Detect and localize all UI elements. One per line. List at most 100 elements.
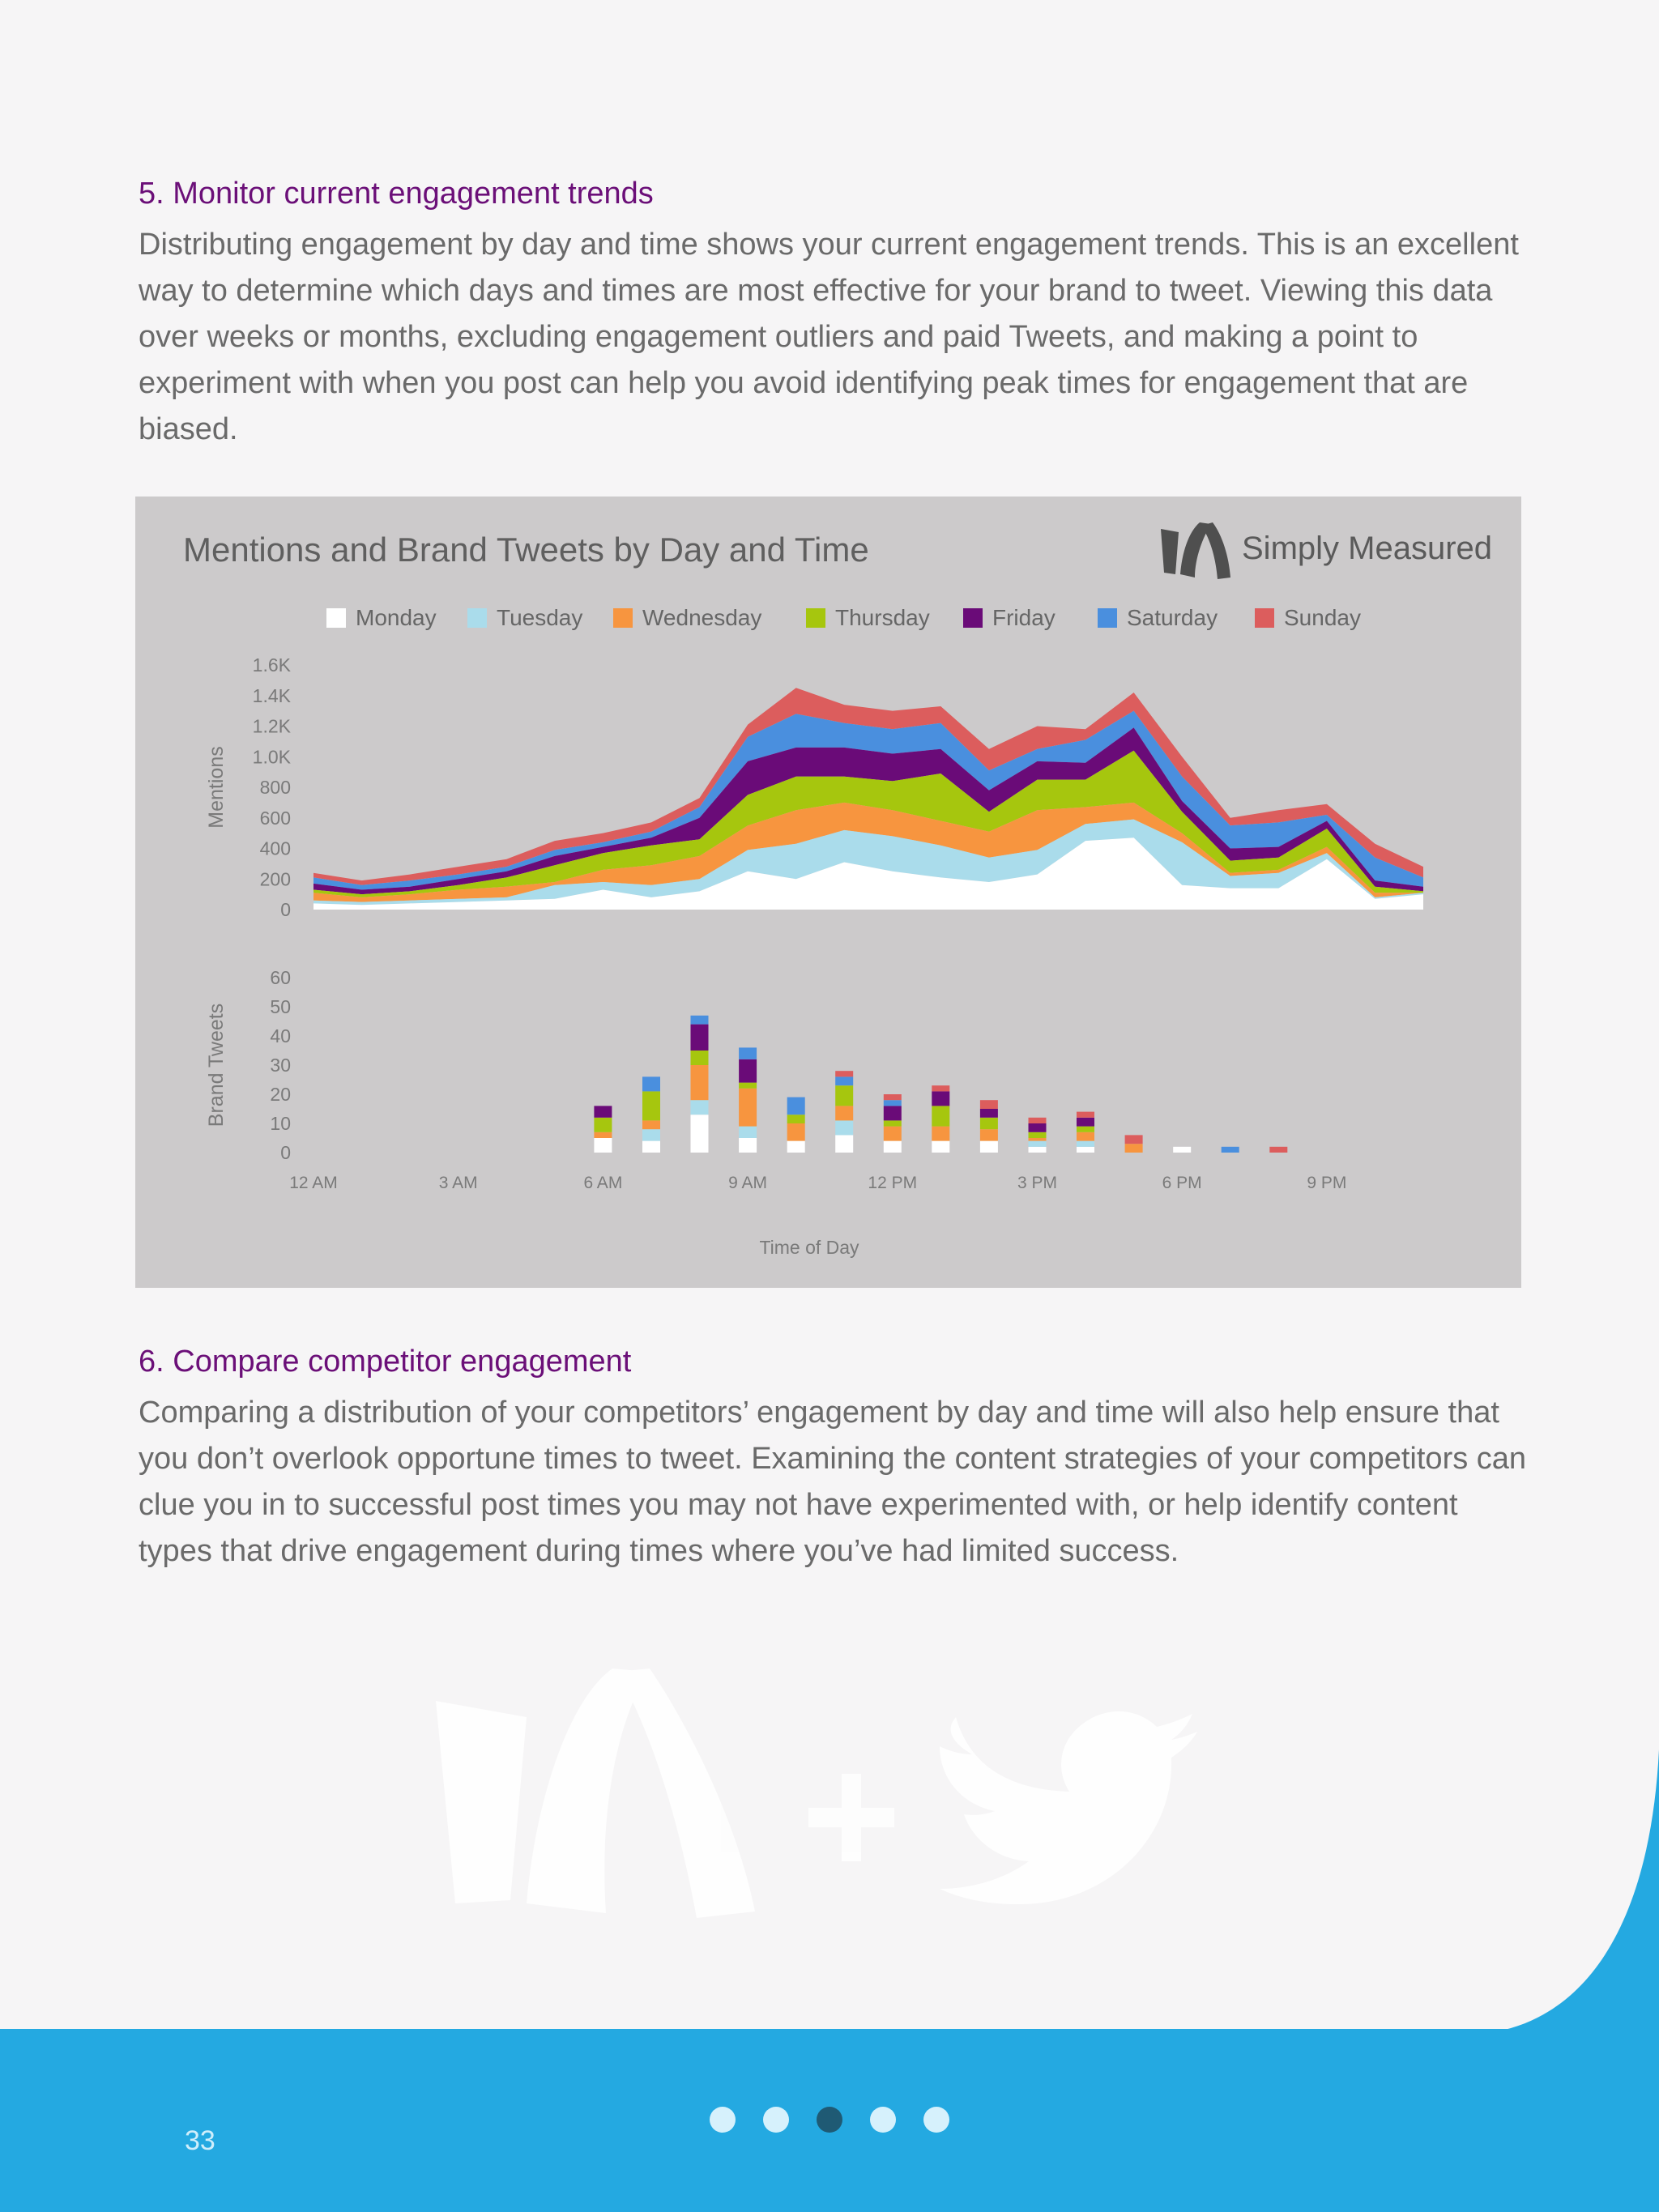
bar-segment-tuesday xyxy=(1028,1140,1047,1147)
y-tick-label: 50 xyxy=(270,996,291,1017)
area-series-saturday xyxy=(313,710,1423,890)
y-tick-label: 600 xyxy=(260,808,291,829)
bar-segment-thursday xyxy=(690,1051,709,1065)
section-heading: 5. Monitor current engagement trends xyxy=(139,177,654,211)
bar-segment-wednesday xyxy=(739,1088,757,1127)
bar-segment-wednesday xyxy=(1124,1144,1143,1153)
legend-label: Sunday xyxy=(1284,605,1361,630)
bar-segment-thursday xyxy=(932,1106,950,1127)
chart-svg: 0 200 400 600 800 1.0K 1.2K 1.4K 1.6K Mentions 0 10… xyxy=(205,654,1423,1258)
x-tick-label: 9 PM xyxy=(1307,1174,1346,1192)
legend-item: Sunday xyxy=(1255,605,1361,631)
bar-segment-tuesday xyxy=(642,1129,660,1141)
bar-segment-sunday xyxy=(932,1085,950,1092)
y-tick-label: 1.0K xyxy=(253,746,292,767)
y-tick-label: 0 xyxy=(280,1142,291,1163)
bar-segment-tuesday xyxy=(690,1100,709,1115)
x-tick-label: 9 AM xyxy=(728,1174,767,1192)
page-indicator xyxy=(710,2107,949,2133)
y-tick-label: 1.6K xyxy=(253,654,292,676)
bar-segment-thursday xyxy=(835,1085,854,1106)
pager-dot-current[interactable] xyxy=(817,2107,842,2133)
bar-segment-wednesday xyxy=(835,1106,854,1121)
legend-swatch xyxy=(1255,608,1274,628)
bar-segment-monday xyxy=(1173,1146,1192,1153)
page-number: 33 xyxy=(185,2125,215,2156)
bar-segment-wednesday xyxy=(932,1126,950,1141)
bar-segment-sunday xyxy=(1077,1111,1094,1118)
bar-segment-friday xyxy=(979,1109,998,1118)
y-tick-label: 60 xyxy=(270,967,291,988)
legend-item: Wednesday xyxy=(613,605,761,631)
legend-label: Saturday xyxy=(1127,605,1218,630)
watermark xyxy=(436,1669,1197,1918)
area-series-tuesday xyxy=(313,819,1423,906)
legend-item: Friday xyxy=(963,605,1056,631)
y-tick-label: 20 xyxy=(270,1084,291,1105)
brand-name: Simply Measured xyxy=(1242,531,1493,566)
x-tick-label: 3 AM xyxy=(439,1174,478,1192)
bar-segment-saturday xyxy=(739,1047,757,1059)
bar-segment-wednesday xyxy=(787,1123,805,1141)
legend-label: Monday xyxy=(356,605,437,630)
bar-segment-wednesday xyxy=(883,1126,902,1141)
bar-segment-wednesday xyxy=(1028,1138,1047,1141)
legend-label: Tuesday xyxy=(497,605,583,630)
simply-measured-logo-icon xyxy=(1161,522,1230,579)
bar-segment-tuesday xyxy=(835,1120,854,1136)
y-tick-label: 40 xyxy=(270,1025,291,1046)
x-axis-label: Time of Day xyxy=(759,1237,859,1258)
bar-segment-thursday xyxy=(787,1115,805,1123)
bar-segment-monday xyxy=(642,1140,660,1153)
bar-segment-friday xyxy=(932,1091,950,1106)
legend-item: Monday xyxy=(326,605,437,631)
y-tick-label: 400 xyxy=(260,838,291,859)
bar-segment-thursday xyxy=(739,1082,757,1089)
bar-segment-thursday xyxy=(594,1117,612,1132)
bar-segment-monday xyxy=(787,1140,805,1153)
bar-segment-monday xyxy=(690,1115,709,1153)
legend-swatch xyxy=(467,608,487,628)
x-tick-label: 12 AM xyxy=(289,1174,338,1192)
legend-swatch xyxy=(613,608,633,628)
bar-segment-sunday xyxy=(835,1071,854,1077)
pager-dot[interactable] xyxy=(763,2107,789,2133)
legend-swatch xyxy=(806,608,825,628)
y-axis-label: Mentions xyxy=(205,746,228,828)
legend-swatch xyxy=(326,608,346,628)
area-series-monday xyxy=(313,837,1423,910)
area-series-sunday xyxy=(313,688,1423,885)
bar-segment-wednesday xyxy=(642,1120,660,1130)
x-tick-label: 3 PM xyxy=(1017,1174,1057,1192)
pager-dot[interactable] xyxy=(923,2107,949,2133)
bar-segment-wednesday xyxy=(1077,1132,1094,1141)
bar-segment-friday xyxy=(690,1024,709,1051)
bar-segment-friday xyxy=(739,1059,757,1083)
bar-segment-thursday xyxy=(1077,1126,1094,1132)
y-tick-label: 1.4K xyxy=(253,685,292,706)
y-tick-label: 200 xyxy=(260,868,291,889)
bar-segment-monday xyxy=(883,1140,902,1153)
footer-curve xyxy=(1489,1750,1659,2033)
section-heading: 6. Compare competitor engagement xyxy=(139,1345,632,1379)
y-tick-label: 30 xyxy=(270,1055,291,1076)
bar-segment-tuesday xyxy=(1077,1140,1094,1147)
bar-segment-wednesday xyxy=(690,1065,709,1101)
bar-segment-monday xyxy=(739,1138,757,1153)
bar-segment-sunday xyxy=(1269,1146,1288,1153)
y-tick-label: 0 xyxy=(280,899,291,920)
bar-segment-saturday xyxy=(787,1097,805,1115)
bar-segment-monday xyxy=(979,1140,998,1153)
bar-segment-sunday xyxy=(979,1100,998,1109)
pager-dot[interactable] xyxy=(710,2107,736,2133)
y-axis-label: Brand Tweets xyxy=(205,1004,228,1127)
bar-segment-sunday xyxy=(883,1094,902,1101)
area-series-wednesday xyxy=(313,802,1423,902)
bar-segment-friday xyxy=(1028,1123,1047,1132)
bar-segment-thursday xyxy=(642,1091,660,1121)
y-tick-label: 800 xyxy=(260,777,291,798)
pager-dot[interactable] xyxy=(870,2107,896,2133)
legend-item: Saturday xyxy=(1098,605,1218,631)
bar-segment-friday xyxy=(594,1106,612,1118)
y-tick-label: 10 xyxy=(270,1113,291,1134)
